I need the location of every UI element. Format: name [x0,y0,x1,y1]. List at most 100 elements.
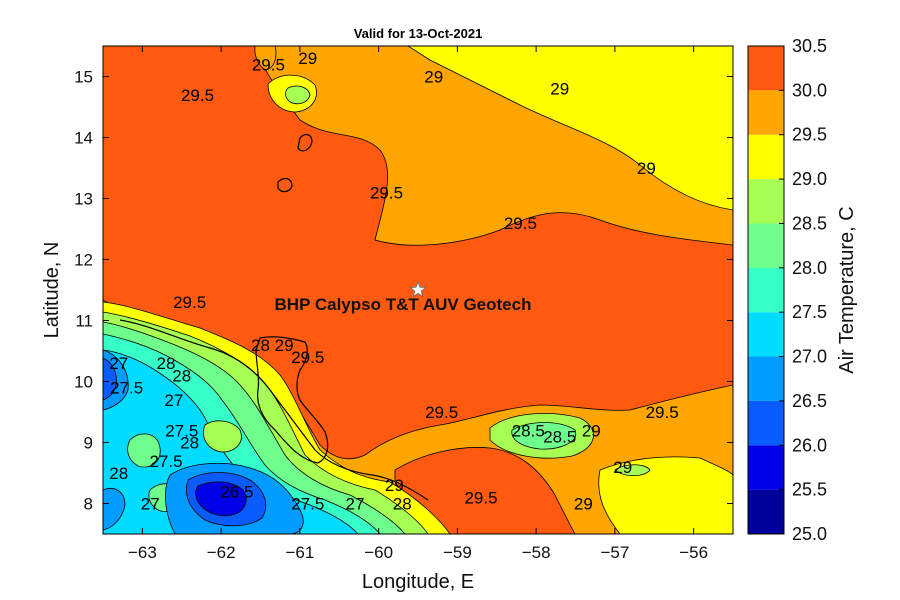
y-tick-label: 11 [75,312,93,331]
contour-label: 27.5 [291,495,324,514]
x-tick-label: −58 [522,543,551,562]
contour-label: 29 [385,476,404,495]
band-27-27.5-island [127,433,161,468]
colorbar-swatch [748,267,784,313]
plot-frame [102,45,734,535]
contour-label: 29.5 [181,86,214,105]
x-tick-label: −63 [128,543,157,562]
trinidad-outline [255,336,329,464]
colorbar-tick-label: 26.5 [792,391,827,411]
colorbar-frame [747,45,785,535]
contour-label: 27 [109,354,128,373]
contour-label: 27.5 [110,379,143,398]
colorbar-swatch [748,46,784,91]
x-tick-label: −56 [679,543,708,562]
contour-label: 27.5 [165,421,198,440]
tobago-outline [297,133,313,152]
site-marker-group: BHP Calypso T&T AUV Geotech [275,280,531,314]
x-tick-label: −59 [443,543,472,562]
y-tick-label: 14 [74,129,93,148]
colorbar-tick-label: 25.5 [792,480,827,500]
contour-label: 29 [298,49,317,68]
contour-label: 28 [180,434,199,453]
colorbar-tick-label: 30.5 [792,36,827,56]
colorbar-ticks: 25.0 25.5 26.0 26.5 27.0 27.5 28.0 28.5 29.0 29.5… [779,36,827,544]
colorbar-tick-label: 28.5 [792,213,827,233]
colorbar-tick-label: 29.0 [792,169,827,189]
colorbar-tick-label: 27.0 [792,347,827,367]
contour-label: 28.5 [543,427,576,446]
colorbar-tick-label: 26.0 [792,435,827,455]
contour-field [103,46,733,534]
contour-label: 29 [424,68,443,87]
contour-label: 28.5 [512,421,545,440]
contour-label: 29.5 [173,293,206,312]
y-tick-label: 8 [84,495,93,514]
contour-label: 28 [393,495,412,514]
contour-label: 27.5 [149,452,182,471]
y-tick-label: 12 [74,251,93,270]
band-27.5-28-east-spot [511,422,577,450]
colorbar-swatch [748,400,784,446]
contour-label: 29 [637,159,656,178]
colorbar [747,45,785,535]
colorbar-swatch [748,223,784,268]
contour-label: 27 [346,495,365,514]
contour-label: 29.5 [464,488,497,507]
band-25.5-26-west-low [103,357,117,401]
colorbar-label: Air Temperature, C [836,206,858,373]
contour-label: 29.5 [425,403,458,422]
band-28-28.5-nw-island [285,85,311,105]
colorbar-tick-label: 27.5 [792,302,827,322]
contour-label: 26.5 [220,482,253,501]
x-axis-ticks: −63 −62 −61 −60 −59 −58 −57 −56 [128,46,708,562]
band-25-25.5-south-low [195,481,247,517]
x-tick-label: −62 [207,543,236,562]
contour-label: 29.5 [370,183,403,202]
band-28.5-29-southeast [598,456,733,534]
contour-label: 29 [275,336,294,355]
x-tick-label: −57 [600,543,629,562]
contour-label: 29.5 [291,348,324,367]
y-axis-ticks: 8 9 10 11 12 13 14 15 [74,68,733,514]
contour-label: 28 [172,366,191,385]
chart-title: Valid for 13-Oct-2021 [354,26,483,41]
colorbar-swatch [748,489,784,534]
colorbar-swatch [748,179,784,224]
colorbar-tick-label: 29.5 [792,125,827,145]
colorbar-swatch [748,445,784,490]
y-tick-label: 10 [74,373,93,392]
y-tick-label: 9 [84,434,93,453]
band-27.5-28-island [203,420,242,453]
colorbar-swatch [748,90,784,135]
contour-label: 29.5 [252,55,285,74]
colorbar-tick-label: 28.0 [792,258,827,278]
y-tick-label: 15 [74,68,93,87]
x-tick-label: −60 [364,543,393,562]
contour-label: 29.5 [646,403,679,422]
x-tick-label: −61 [285,543,314,562]
contour-label: 27 [164,391,183,410]
x-axis-label: Longitude, E [362,571,474,593]
contour-label: 28 [109,464,128,483]
contour-label: 29.5 [504,214,537,233]
contour-label: 29 [582,421,601,440]
coast-outline [119,319,429,501]
contour-label: 29 [613,458,632,477]
band-29-29.5-north-gap [254,46,277,71]
colorbar-swatch [748,356,784,401]
grenada-outline [277,177,293,193]
site-star-icon [409,280,427,298]
band-26-26.5-southwest-low [103,488,126,531]
colorbar-swatch [748,134,784,180]
contour-label: 29 [574,495,593,514]
colorbar-swatch [748,312,784,357]
colorbar-tick-label: 25.0 [792,524,827,544]
y-axis-label: Latitude, N [41,242,63,339]
contour-label: 28 [157,354,176,373]
contour-label: 27 [141,495,160,514]
contour-label: 28 [251,336,270,355]
y-tick-label: 13 [74,190,93,209]
